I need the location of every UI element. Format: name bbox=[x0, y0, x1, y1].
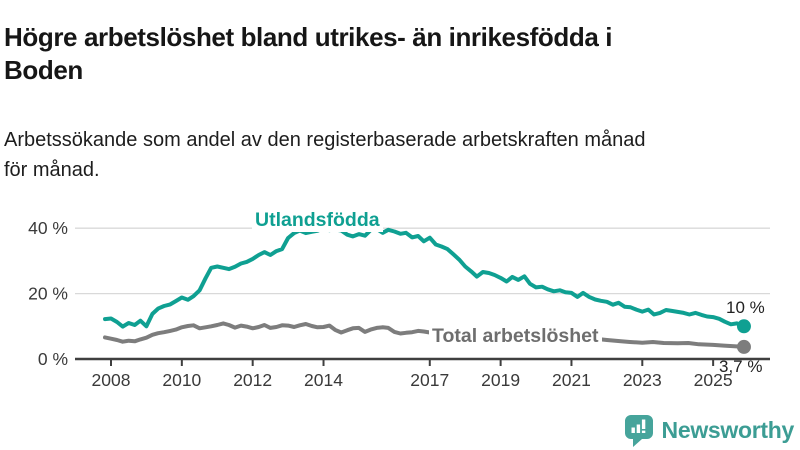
x-axis-tick-label: 2019 bbox=[481, 370, 520, 390]
series-label-total-arbetsloshet: Total arbetslöshet bbox=[429, 325, 602, 348]
page-title: Högre arbetslöshet bland utrikes- än inr… bbox=[4, 21, 792, 87]
x-axis-tick-label: 2014 bbox=[304, 370, 343, 390]
x-axis-tick-label: 2008 bbox=[92, 370, 131, 390]
series-line-total bbox=[103, 321, 746, 349]
series-line-utlandsfodda bbox=[103, 226, 746, 329]
logo-wordmark: Newsworthy bbox=[661, 417, 795, 443]
y-axis-tick-label: 20 % bbox=[28, 284, 68, 304]
series-end-dot-utlandsfodda bbox=[736, 319, 751, 334]
series-end-dot-total bbox=[736, 339, 751, 354]
series-label-utlandsfodda: Utlandsfödda bbox=[252, 209, 383, 232]
x-axis-tick-label: 2012 bbox=[233, 370, 272, 390]
x-axis-tick-label: 2023 bbox=[623, 370, 662, 390]
x-axis-tick-label: 2010 bbox=[162, 370, 201, 390]
y-axis-tick-label: 40 % bbox=[28, 218, 68, 238]
subtitle-line-1: Arbetssökande som andel av den registerb… bbox=[4, 129, 646, 151]
end-value-utlandsfodda: 10 % bbox=[726, 298, 765, 317]
end-value-total-arbetsloshet: 3,7 % bbox=[719, 357, 763, 376]
title-line-1: Högre arbetslöshet bland utrikes- än inr… bbox=[4, 22, 613, 53]
x-axis-tick-label: 2025 bbox=[694, 370, 733, 390]
subtitle-line-2: för månad. bbox=[4, 159, 100, 181]
bar-chart-bubble-icon bbox=[624, 415, 653, 447]
newsworthy-logo[interactable]: Newsworthy bbox=[624, 414, 794, 447]
y-axis-tick-label: 0 % bbox=[38, 349, 68, 369]
x-axis-tick-label: 2017 bbox=[410, 370, 449, 390]
x-axis-tick-label: 2021 bbox=[552, 370, 591, 390]
plot-area: 0 % 20 % 40 % 2008 2010 2012 2014 2017 2019 2021 2… bbox=[28, 218, 770, 390]
title-line-2: Boden bbox=[4, 55, 83, 86]
chart-subtitle: Arbetssökande som andel av den registerb… bbox=[4, 125, 792, 185]
line-chart: 0 % 20 % 40 % 2008 2010 2012 2014 2017 2019 2021 2… bbox=[0, 185, 800, 405]
